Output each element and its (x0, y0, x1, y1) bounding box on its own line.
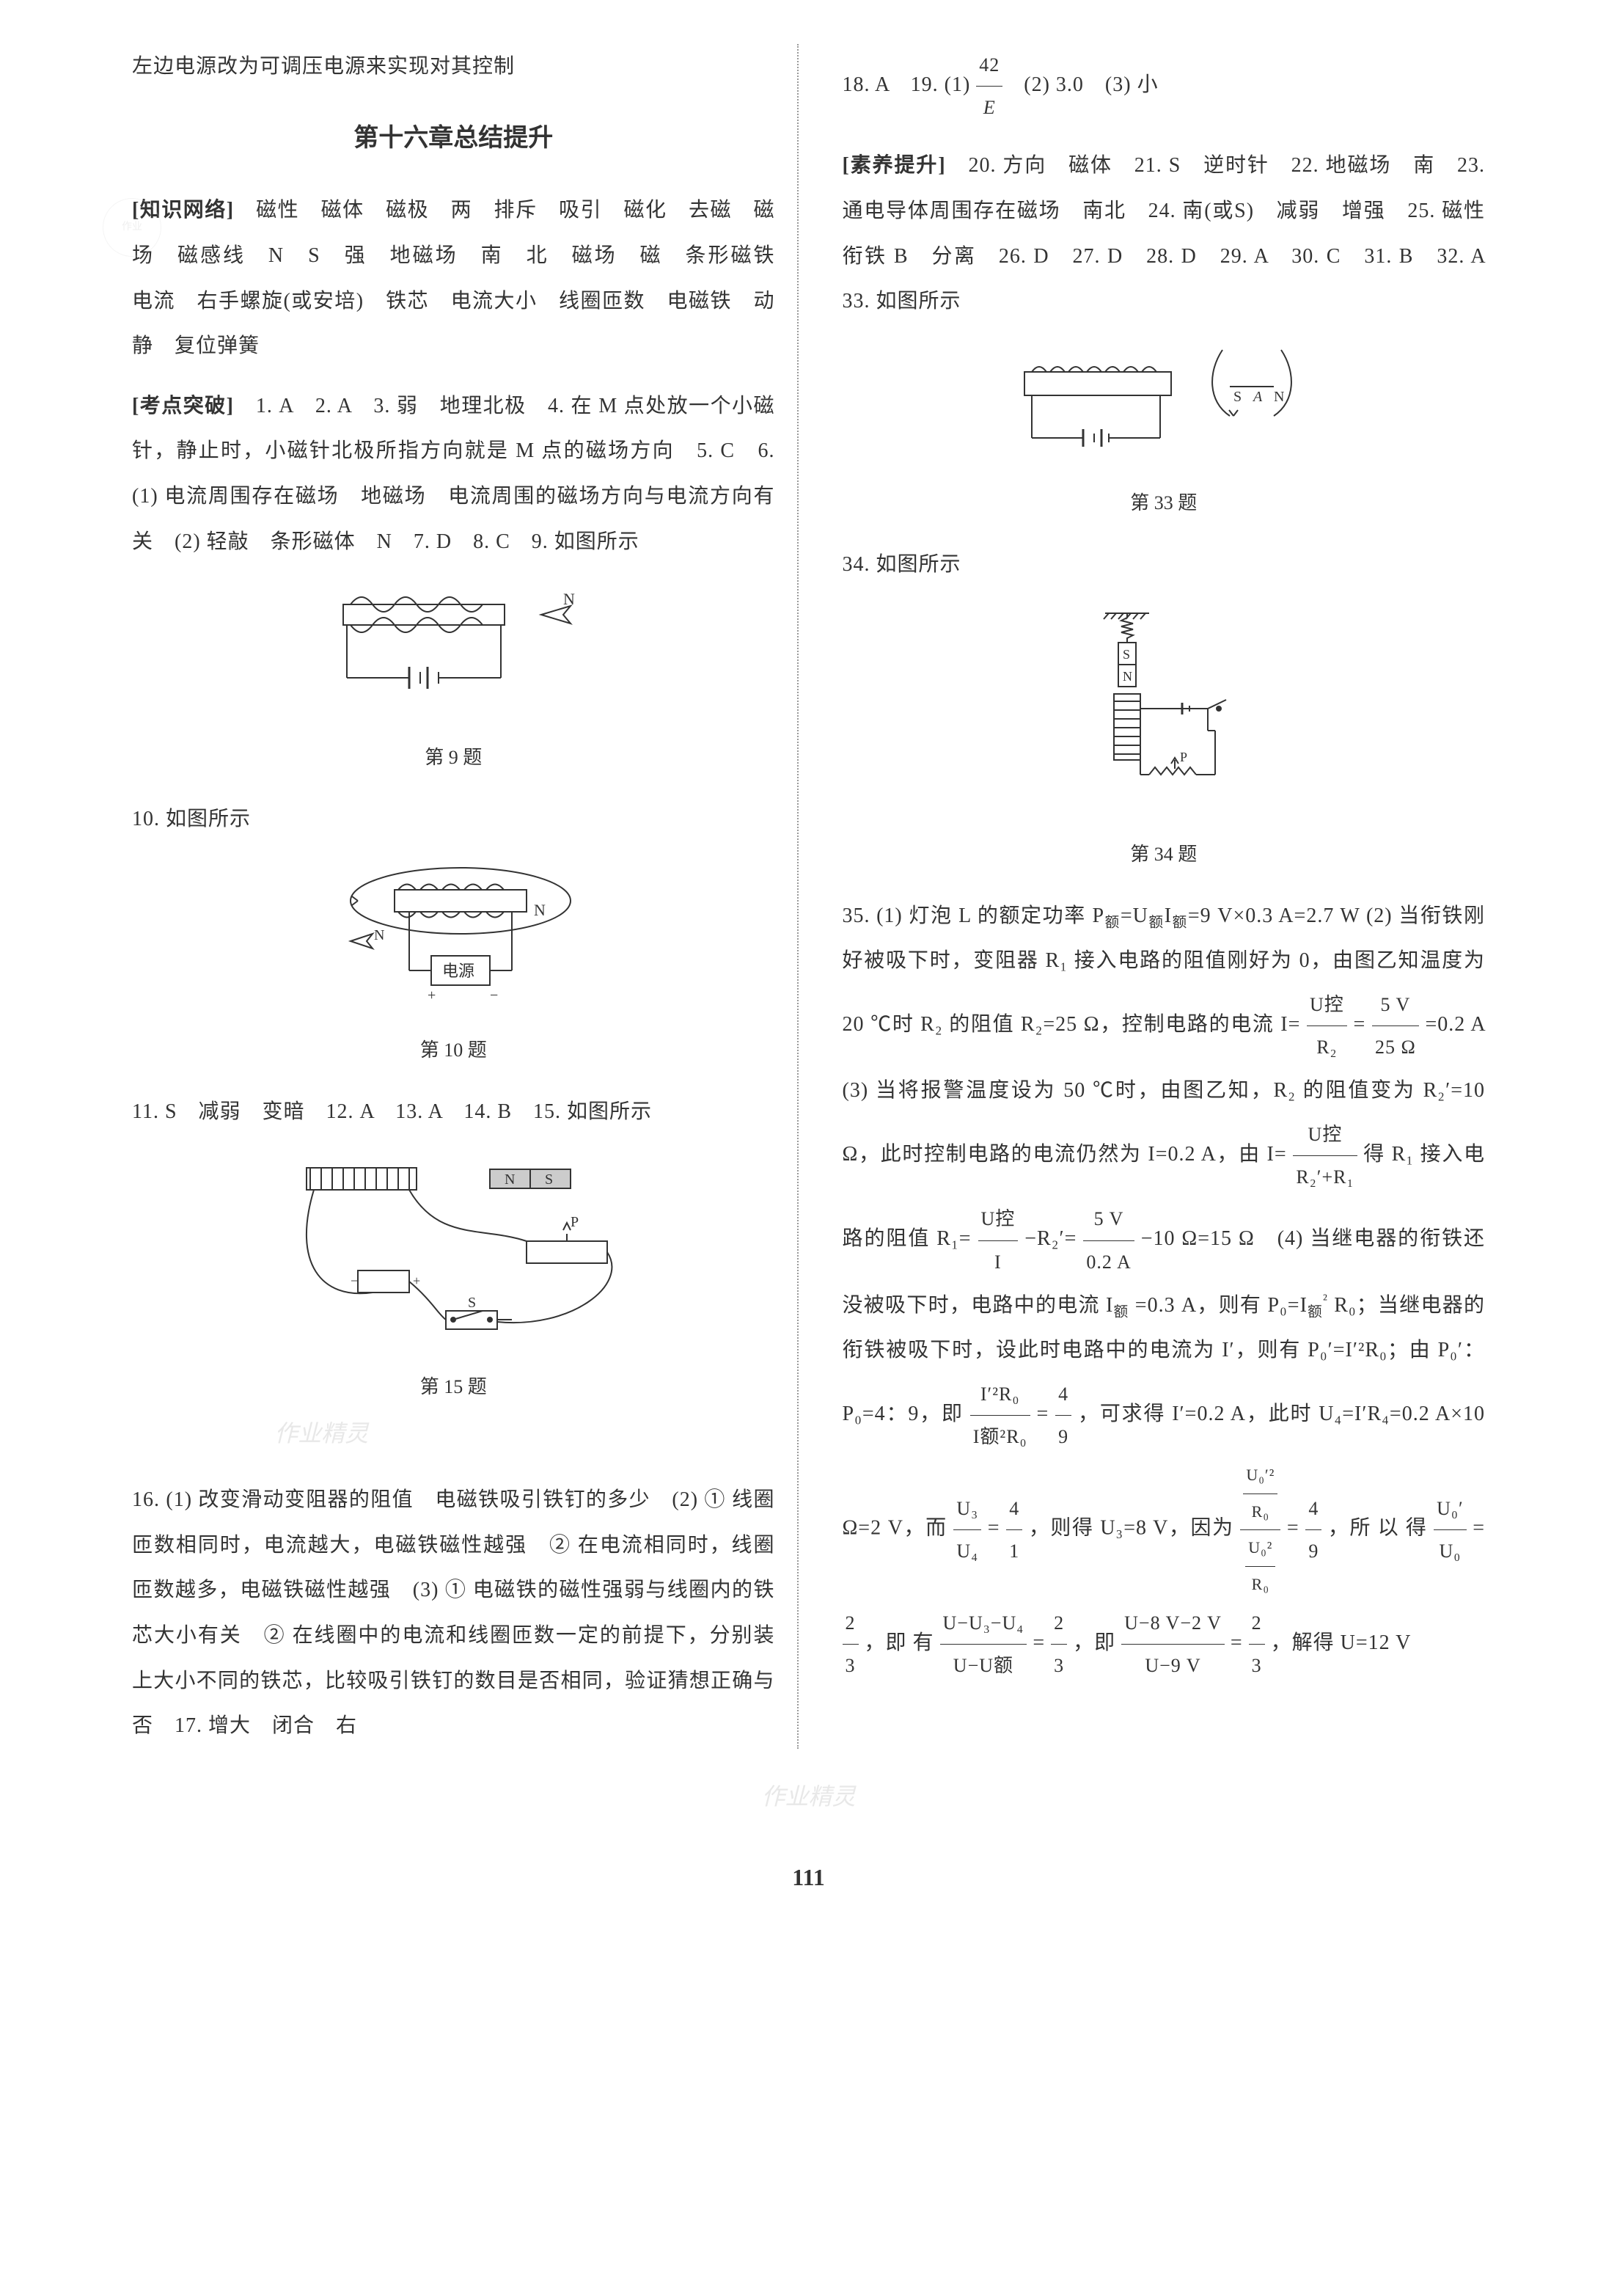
figure-33-svg: S A N (1002, 343, 1325, 475)
suyang-label: [素养提升] (843, 154, 946, 177)
svg-text:N: N (1274, 389, 1284, 405)
page-number: 111 (132, 1851, 1485, 1903)
watermark-1: 作业精灵 (274, 1420, 368, 1447)
watermark-bottom: 作业精灵 (761, 1783, 855, 1810)
figure-10-svg: N N 电源 + − (314, 860, 593, 1022)
q16-text: 16. (1) 改变滑动变阻器的阻值 电磁铁吸引铁钉的多少 (2) ① 线圈匝数… (132, 1477, 775, 1749)
left-column: 左边电源改为可调压电源来实现对其控制 第十六章总结提升 [知识网络] 磁性 磁体… (132, 44, 799, 1749)
svg-text:N: N (1123, 669, 1132, 684)
svg-text:S: S (1233, 389, 1242, 405)
q35-solution: 35. (1) 灯泡 L 的额定功率 P额=U额I额=9 V×0.3 A=2.7… (843, 893, 1486, 1687)
knowledge-text: 磁性 磁体 磁极 两 排斥 吸引 磁化 去磁 磁场 磁感线 N S 强 地磁场 … (132, 199, 796, 357)
top-line: 左边电源改为可调压电源来实现对其控制 (132, 44, 775, 89)
figure-34-caption: 第 34 题 (843, 833, 1486, 875)
svg-text:−: − (490, 987, 498, 1003)
q10-intro: 10. 如图所示 (132, 797, 775, 842)
svg-text:N: N (534, 901, 546, 919)
figure-15: N S − + P (132, 1153, 775, 1460)
figure-9-caption: 第 9 题 (132, 736, 775, 778)
figure-9-svg: N (299, 582, 607, 729)
svg-text:+: + (428, 987, 436, 1003)
suyang-block: [素养提升] 20. 方向 磁体 21. S 逆时针 22. 地磁场 南 23.… (843, 143, 1486, 323)
kaodian-block: [考点突破] 1. A 2. A 3. 弱 地理北极 4. 在 M 点处放一个小… (132, 384, 775, 564)
kaodian-text: 1. A 2. A 3. 弱 地理北极 4. 在 M 点处放一个小磁针，静止时，… (132, 395, 775, 553)
figure-33-caption: 第 33 题 (843, 482, 1486, 524)
figure-33: S A N 第 33 题 (843, 343, 1486, 524)
svg-text:N: N (505, 1171, 515, 1188)
figure-15-svg: N S − + P (263, 1153, 644, 1359)
knowledge-network: [知识网络] 磁性 磁体 磁极 两 排斥 吸引 磁化 去磁 磁场 磁感线 N S… (132, 188, 775, 368)
chapter-title: 第十六章总结提升 (132, 111, 775, 167)
svg-text:电源: 电源 (442, 962, 474, 980)
suyang-text: 20. 方向 磁体 21. S 逆时针 22. 地磁场 南 23. 通电导体周围… (843, 154, 1507, 312)
svg-text:−: − (351, 1273, 358, 1288)
svg-text:P: P (1180, 750, 1187, 764)
svg-text:S: S (468, 1295, 476, 1311)
figure-9: N 第 9 题 (132, 582, 775, 778)
svg-text:A: A (1252, 389, 1263, 405)
q34-intro: 34. 如图所示 (843, 542, 1486, 588)
svg-text:P: P (571, 1214, 579, 1230)
main-columns: 左边电源改为可调压电源来实现对其控制 第十六章总结提升 [知识网络] 磁性 磁体… (132, 44, 1485, 1749)
figure-34-svg: S N P (1061, 606, 1266, 826)
q11-text: 11. S 减弱 变暗 12. A 13. A 14. B 15. 如图所示 (132, 1089, 775, 1135)
figure-10-caption: 第 10 题 (132, 1029, 775, 1071)
svg-text:N: N (374, 927, 384, 943)
q18-19: 18. A 19. (1) 42E (2) 3.0 (3) 小 (843, 44, 1486, 128)
stamp-watermark: 作业 (103, 198, 161, 257)
figure-15-caption: 第 15 题 (132, 1366, 775, 1408)
kaodian-label: [考点突破] (132, 395, 234, 417)
figure-10: N N 电源 + − 第 10 题 (132, 860, 775, 1071)
figure-34: S N P (843, 606, 1486, 875)
svg-text:S: S (1123, 647, 1130, 662)
svg-text:N: N (563, 590, 575, 608)
svg-text:S: S (545, 1171, 553, 1188)
right-column: 18. A 19. (1) 42E (2) 3.0 (3) 小 [素养提升] 2… (828, 44, 1486, 1749)
